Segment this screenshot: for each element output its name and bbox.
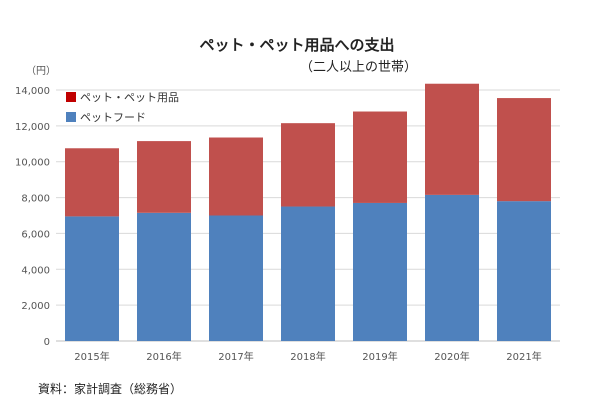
legend-label: ペット・ペット用品 <box>80 91 179 104</box>
bar-pet-food-5 <box>425 194 479 341</box>
x-tick-label: 2017年 <box>218 350 253 363</box>
bar-pet-supplies-5 <box>425 83 479 195</box>
bar-pet-supplies-0 <box>65 148 119 217</box>
bar-pet-food-0 <box>65 216 119 341</box>
chart-title: ペット・ペット用品への支出 <box>199 36 395 54</box>
bars <box>65 83 551 341</box>
y-tick-label: 8,000 <box>21 194 50 205</box>
y-tick-labels: 0 2,000 4,000 6,000 8,000 10,000 12,000 14,000 <box>15 86 50 348</box>
bar-pet-supplies-2 <box>209 137 263 216</box>
y-tick-label: 10,000 <box>15 158 50 169</box>
bar-pet-supplies-6 <box>497 98 551 202</box>
x-tick-label: 2020年 <box>434 350 469 363</box>
bar-pet-supplies-4 <box>353 111 407 203</box>
chart-subtitle: （二人以上の世帯） <box>300 60 418 75</box>
y-axis-unit-label: （円） <box>26 65 56 77</box>
legend-swatch <box>66 112 76 122</box>
x-tick-label: 2016年 <box>146 350 181 363</box>
y-tick-label: 14,000 <box>15 86 50 97</box>
legend-swatch <box>66 92 76 102</box>
y-tick-label: 0 <box>44 337 50 348</box>
y-tick-label: 2,000 <box>21 301 50 312</box>
x-tick-label: 2018年 <box>290 350 325 363</box>
bar-pet-food-2 <box>209 215 263 341</box>
y-tick-label: 4,000 <box>21 265 50 276</box>
x-tick-label: 2019年 <box>362 350 397 363</box>
bar-pet-supplies-3 <box>281 123 335 207</box>
y-tick-label: 6,000 <box>21 229 50 240</box>
source-note: 資料：家計調査（総務省） <box>38 382 183 396</box>
bar-pet-supplies-1 <box>137 141 191 213</box>
bar-pet-food-1 <box>137 212 191 341</box>
bar-pet-food-6 <box>497 201 551 341</box>
bar-pet-food-4 <box>353 202 407 341</box>
bar-pet-food-3 <box>281 206 335 341</box>
x-tick-labels: 2015年 2016年 2017年 2018年 2019年 2020年 2021年 <box>74 350 541 363</box>
legend-label: ペットフード <box>80 111 146 124</box>
y-tick-label: 12,000 <box>15 122 50 133</box>
x-tick-label: 2015年 <box>74 350 109 363</box>
x-tick-label: 2021年 <box>506 350 541 363</box>
